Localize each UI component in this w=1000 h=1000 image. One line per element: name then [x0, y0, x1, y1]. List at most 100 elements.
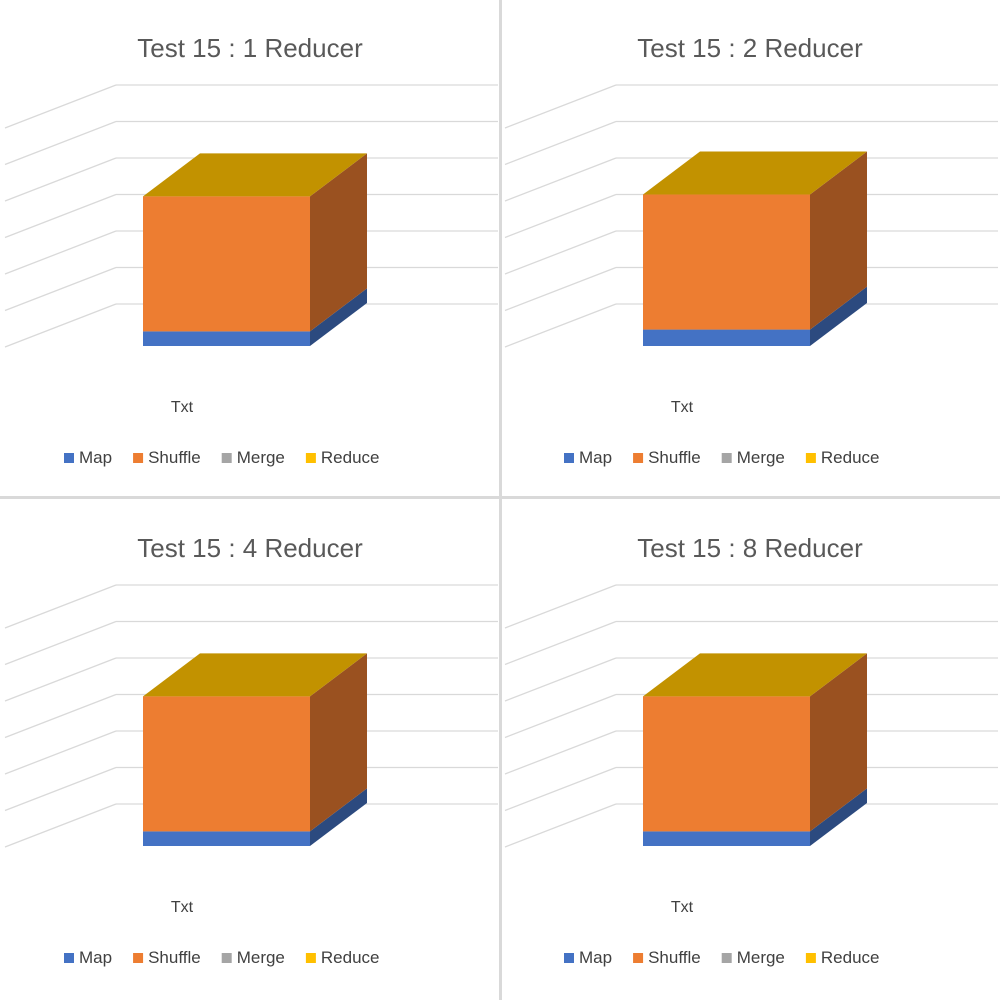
bar-top-face	[643, 151, 867, 195]
chart-panel-1-reducer: Test 15 : 1 Reducer Txt Map Shuffle Merge Red…	[2, 2, 498, 498]
category-label: Txt	[671, 899, 694, 916]
legend-swatch-reduce	[305, 453, 316, 463]
side-gridline	[4, 120, 117, 166]
bar-front-map	[143, 831, 310, 846]
legend-swatch-map	[64, 453, 74, 463]
legend-label-shuffle: Shuffle	[648, 948, 701, 967]
legend: Map Shuffle Merge Reduce	[564, 948, 880, 967]
legend-label-reduce: Reduce	[321, 948, 380, 967]
legend-item-reduce: Reduce	[305, 948, 380, 967]
legend: Map Shuffle Merge Reduce	[64, 948, 380, 967]
bar-side-shuffle	[310, 153, 367, 332]
legend-label-map: Map	[579, 948, 612, 967]
chart-title: Test 15 : 1 Reducer	[137, 33, 363, 63]
side-gridline	[504, 157, 617, 202]
chart-2-reducer: Test 15 : 2 Reducer Txt Map Shuffle Merge Red…	[504, 33, 998, 467]
side-gridline	[4, 730, 117, 775]
side-gridline	[504, 266, 617, 312]
side-gridline	[504, 766, 617, 812]
bar-segment-shuffle	[143, 653, 367, 832]
chart-panel-4-reducer: Test 15 : 4 Reducer Txt Map Shuffle Merge Red…	[2, 502, 498, 998]
bar-side-shuffle	[810, 151, 867, 330]
bar-segment-shuffle	[643, 151, 867, 330]
stacked-bar-txt	[143, 153, 367, 346]
legend-swatch-merge	[721, 453, 732, 463]
legend-label-reduce: Reduce	[821, 948, 880, 967]
side-gridline	[504, 120, 617, 166]
category-label: Txt	[171, 399, 194, 416]
legend-swatch-reduce	[805, 953, 816, 963]
side-gridline	[504, 303, 617, 348]
legend-label-map: Map	[579, 448, 612, 467]
legend-label-shuffle: Shuffle	[148, 448, 201, 467]
legend-item-shuffle: Shuffle	[133, 948, 201, 967]
legend-item-reduce: Reduce	[805, 448, 880, 467]
bar-segment-shuffle	[143, 153, 367, 332]
side-gridline	[4, 303, 117, 348]
bar-front-shuffle	[643, 696, 810, 832]
legend-item-merge: Merge	[721, 948, 785, 967]
legend-item-shuffle: Shuffle	[133, 448, 201, 467]
chart-title: Test 15 : 8 Reducer	[637, 533, 863, 563]
side-gridline	[4, 266, 117, 312]
side-gridline	[4, 620, 117, 666]
bar-front-shuffle	[643, 194, 810, 330]
legend-label-reduce: Reduce	[321, 448, 380, 467]
side-gridline	[504, 657, 617, 702]
legend-swatch-reduce	[305, 953, 316, 963]
legend-label-shuffle: Shuffle	[148, 948, 201, 967]
legend-label-merge: Merge	[737, 448, 785, 467]
legend-item-merge: Merge	[221, 448, 285, 467]
legend-item-reduce: Reduce	[805, 948, 880, 967]
side-gridline	[4, 803, 117, 848]
legend-label-shuffle: Shuffle	[648, 448, 701, 467]
side-gridline	[504, 230, 617, 275]
legend-swatch-shuffle	[633, 453, 644, 463]
chart-panel-2-reducer: Test 15 : 2 Reducer Txt Map Shuffle Merge Red…	[502, 2, 998, 498]
bar-segment-map	[643, 286, 867, 346]
side-gridline	[504, 803, 617, 848]
legend-label-map: Map	[79, 448, 112, 467]
bar-front-map	[643, 329, 810, 346]
bar-front-map	[143, 331, 310, 346]
bar-top-face	[643, 653, 867, 697]
side-gridline	[504, 620, 617, 666]
side-gridline	[4, 657, 117, 702]
legend-swatch-merge	[721, 953, 732, 963]
chart-panel-8-reducer: Test 15 : 8 Reducer Txt Map Shuffle Merge Red…	[502, 502, 998, 998]
legend-item-reduce: Reduce	[305, 448, 380, 467]
vertical-divider	[499, 0, 502, 1000]
legend-swatch-shuffle	[133, 953, 144, 963]
stacked-bar-txt	[643, 653, 867, 846]
legend-swatch-map	[564, 953, 574, 963]
chart-4-reducer: Test 15 : 4 Reducer Txt Map Shuffle Merge Red…	[4, 533, 498, 967]
side-gridline	[4, 230, 117, 275]
bar-front-map	[643, 831, 810, 846]
legend: Map Shuffle Merge Reduce	[64, 448, 380, 467]
bar-segment-shuffle	[643, 653, 867, 832]
side-gridline	[504, 584, 617, 629]
side-gridline	[4, 766, 117, 812]
legend-label-merge: Merge	[737, 948, 785, 967]
side-gridline	[504, 730, 617, 775]
bar-front-shuffle	[143, 196, 310, 332]
legend-label-map: Map	[79, 948, 112, 967]
legend-item-shuffle: Shuffle	[633, 448, 701, 467]
chart-title: Test 15 : 2 Reducer	[637, 33, 863, 63]
legend-item-merge: Merge	[221, 948, 285, 967]
legend-swatch-reduce	[805, 453, 816, 463]
legend: Map Shuffle Merge Reduce	[564, 448, 880, 467]
bar-segment-map	[143, 288, 367, 346]
side-gridline	[4, 157, 117, 202]
bar-segment-map	[143, 788, 367, 846]
side-gridline	[504, 693, 617, 739]
legend-label-merge: Merge	[237, 948, 285, 967]
side-gridline	[4, 84, 117, 129]
bar-side-map	[810, 788, 867, 846]
chart-8-reducer: Test 15 : 8 Reducer Txt Map Shuffle Merge Red…	[504, 533, 998, 967]
bar-segment-map	[643, 788, 867, 846]
legend-swatch-merge	[221, 953, 232, 963]
legend-label-merge: Merge	[237, 448, 285, 467]
legend-item-shuffle: Shuffle	[633, 948, 701, 967]
bar-side-shuffle	[310, 653, 367, 832]
